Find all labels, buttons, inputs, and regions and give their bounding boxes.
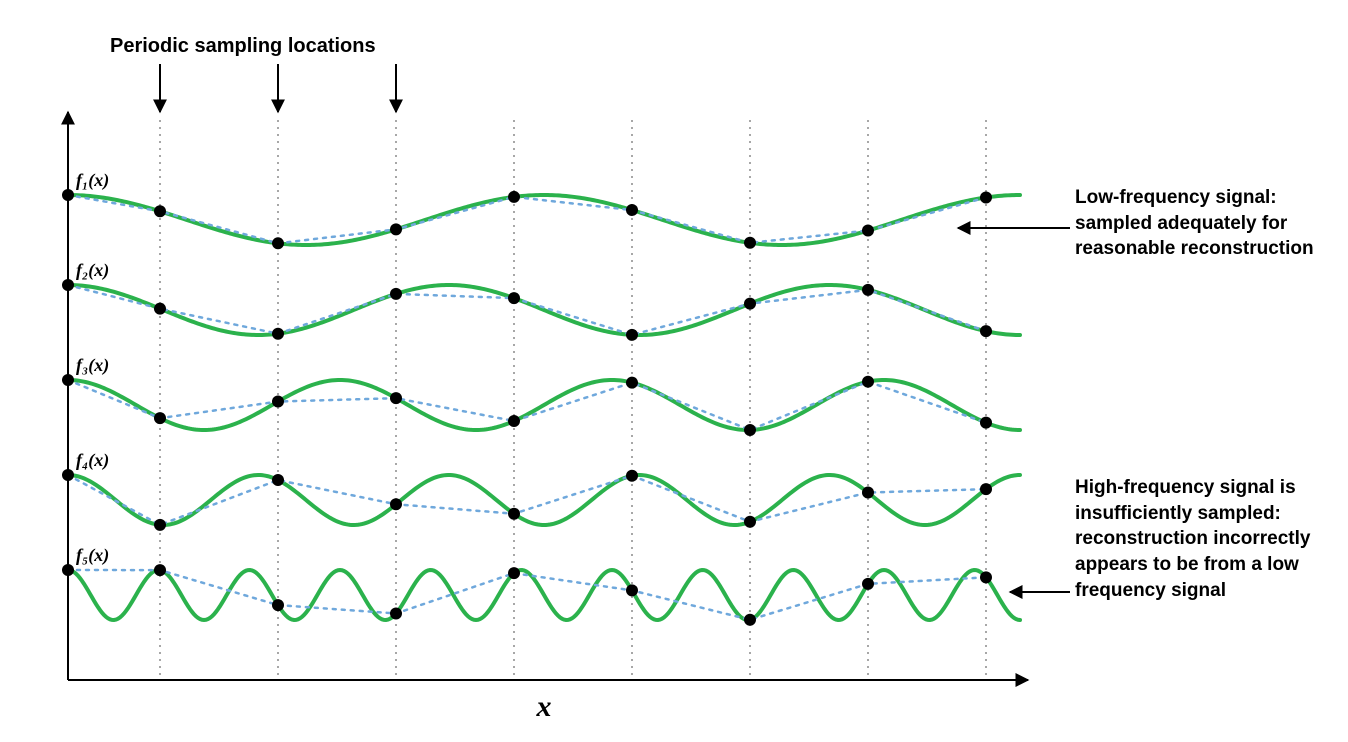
annotation-text: High-frequency signal is insufficiently … bbox=[1075, 475, 1325, 603]
sample-marker bbox=[862, 376, 874, 388]
sample-marker bbox=[508, 292, 520, 304]
sample-marker bbox=[154, 519, 166, 531]
sample-marker bbox=[272, 237, 284, 249]
signal-curve bbox=[68, 285, 1020, 335]
sample-marker bbox=[390, 392, 402, 404]
sample-marker bbox=[862, 225, 874, 237]
sample-marker bbox=[744, 298, 756, 310]
signal-curve bbox=[68, 195, 1020, 245]
annotation-text: Low-frequency signal: sampled adequately… bbox=[1075, 185, 1315, 262]
sample-marker bbox=[154, 205, 166, 217]
sample-marker bbox=[154, 412, 166, 424]
function-label: f₂(x) bbox=[76, 260, 109, 281]
function-label: f₅(x) bbox=[76, 545, 109, 566]
diagram-title: Periodic sampling locations bbox=[110, 35, 376, 58]
plot-svg: x f₁(x) f₂(x) f₃(x) f₄(x) f₅(x) bbox=[20, 20, 1328, 722]
sample-marker bbox=[862, 284, 874, 296]
x-axis-label: x bbox=[536, 690, 552, 722]
sample-marker bbox=[626, 584, 638, 596]
sample-marker bbox=[62, 279, 74, 291]
sample-marker bbox=[744, 424, 756, 436]
sample-marker bbox=[980, 325, 992, 337]
sample-marker bbox=[62, 564, 74, 576]
sample-marker bbox=[390, 223, 402, 235]
reconstruction-line bbox=[68, 475, 986, 525]
sample-marker bbox=[744, 614, 756, 626]
sample-marker bbox=[508, 191, 520, 203]
sample-marker bbox=[626, 470, 638, 482]
function-label: f₃(x) bbox=[76, 355, 109, 376]
sample-marker bbox=[272, 599, 284, 611]
sample-marker bbox=[980, 483, 992, 495]
sample-marker bbox=[744, 516, 756, 528]
sample-marker bbox=[508, 567, 520, 579]
sample-marker bbox=[626, 377, 638, 389]
sample-marker bbox=[980, 191, 992, 203]
sample-marker bbox=[980, 417, 992, 429]
signal-curve bbox=[68, 475, 1020, 525]
sample-marker bbox=[390, 498, 402, 510]
sample-marker bbox=[272, 396, 284, 408]
sample-marker bbox=[272, 328, 284, 340]
aliasing-diagram: Periodic sampling locations x f₁(x) f₂(x) f… bbox=[20, 20, 1328, 722]
sample-marker bbox=[862, 487, 874, 499]
sample-marker bbox=[62, 469, 74, 481]
sample-marker bbox=[626, 204, 638, 216]
sample-marker bbox=[980, 571, 992, 583]
sample-marker bbox=[390, 288, 402, 300]
sample-marker bbox=[154, 303, 166, 315]
sample-marker bbox=[862, 578, 874, 590]
function-label: f₁(x) bbox=[76, 170, 109, 191]
sample-marker bbox=[390, 607, 402, 619]
sample-marker bbox=[62, 374, 74, 386]
sample-marker bbox=[62, 189, 74, 201]
sample-marker bbox=[508, 415, 520, 427]
signal-curve bbox=[68, 380, 1020, 430]
sample-marker bbox=[508, 508, 520, 520]
sample-marker bbox=[272, 474, 284, 486]
function-label: f₄(x) bbox=[76, 450, 109, 471]
sample-marker bbox=[154, 564, 166, 576]
sample-marker bbox=[626, 329, 638, 341]
sample-marker bbox=[744, 237, 756, 249]
